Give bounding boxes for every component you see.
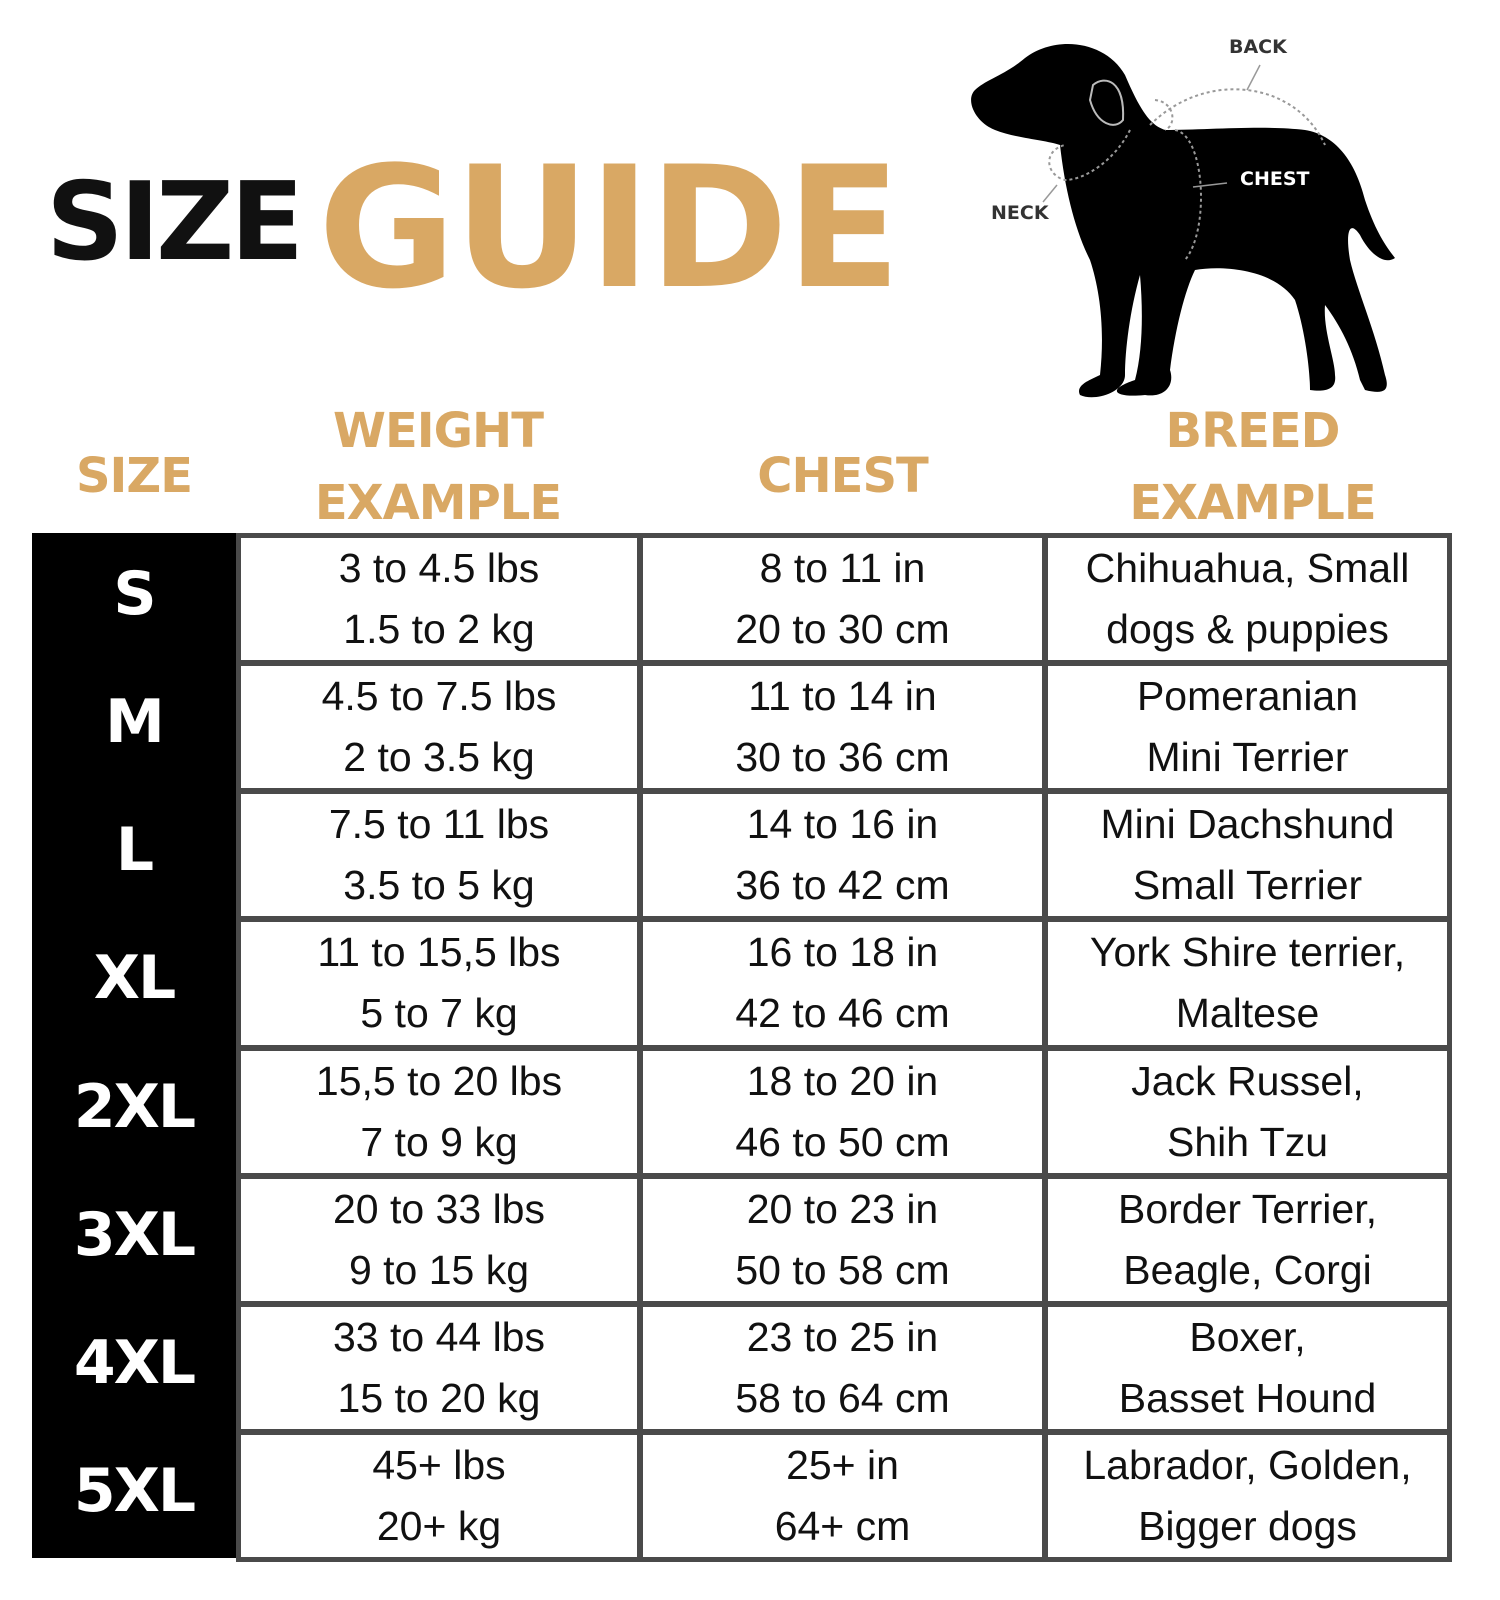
weight-cell: 45+ lbs 20+ kg: [236, 1429, 642, 1562]
breed-cell: Border Terrier, Beagle, Corgi: [1043, 1173, 1452, 1306]
chest-line: 20 to 30 cm: [735, 606, 950, 653]
size-label: S: [113, 559, 156, 630]
weight-line: 15 to 20 kg: [337, 1374, 541, 1421]
weight-line: 20+ kg: [376, 1502, 502, 1549]
chest-label: CHEST: [1240, 168, 1310, 190]
chest-line: 25+ in: [786, 1441, 899, 1488]
chest-cell: 11 to 14 in 30 to 36 cm: [638, 661, 1047, 794]
chest-line: 36 to 42 cm: [735, 862, 950, 909]
chest-line: 8 to 11 in: [759, 545, 926, 592]
breed-line: Mini Terrier: [1146, 734, 1349, 781]
weight-line: 15,5 to 20 lbs: [315, 1057, 563, 1104]
chest-line: 16 to 18 in: [746, 929, 939, 976]
breed-line: Bigger dogs: [1138, 1502, 1357, 1549]
weight-line: 3.5 to 5 kg: [343, 862, 535, 909]
header-weight-line2: EXAMPLE: [314, 475, 562, 531]
weight-cell: 20 to 33 lbs 9 to 15 kg: [236, 1173, 642, 1306]
title-guide: GUIDE: [318, 130, 901, 326]
header-weight-line1: WEIGHT: [333, 403, 544, 459]
chest-line: 42 to 46 cm: [735, 990, 950, 1037]
breed-line: Basset Hound: [1118, 1374, 1377, 1421]
chest-cell: 18 to 20 in 46 to 50 cm: [638, 1045, 1047, 1178]
size-label: M: [105, 687, 165, 758]
breed-line: Mini Dachshund: [1100, 801, 1395, 848]
chest-line: 50 to 58 cm: [735, 1246, 950, 1293]
size-label: 2XL: [73, 1071, 196, 1142]
breed-cell: Chihuahua, Small dogs & puppies: [1043, 533, 1452, 666]
header-chest: CHEST: [757, 448, 929, 504]
breed-line: Chihuahua, Small: [1085, 545, 1410, 592]
breed-line: dogs & puppies: [1106, 606, 1389, 653]
size-label: 4XL: [73, 1327, 196, 1398]
dog-measurement-diagram: BACK CHEST NECK: [965, 30, 1445, 410]
breed-cell: Boxer, Basset Hound: [1043, 1301, 1452, 1434]
breed-line: Beagle, Corgi: [1123, 1246, 1372, 1293]
chest-line: 20 to 23 in: [746, 1185, 939, 1232]
breed-line: Maltese: [1175, 990, 1320, 1037]
size-label: XL: [93, 943, 177, 1014]
size-column: [32, 533, 236, 1558]
breed-line: York Shire terrier,: [1089, 929, 1406, 976]
chest-cell: 23 to 25 in 58 to 64 cm: [638, 1301, 1047, 1434]
chest-cell: 8 to 11 in 20 to 30 cm: [638, 533, 1047, 666]
weight-line: 11 to 15,5 lbs: [317, 929, 561, 976]
header-breed-line1: BREED: [1165, 403, 1341, 459]
size-label: 5XL: [73, 1455, 196, 1526]
weight-line: 5 to 7 kg: [360, 990, 518, 1037]
weight-line: 20 to 33 lbs: [333, 1185, 545, 1232]
weight-line: 4.5 to 7.5 lbs: [321, 673, 557, 720]
header-weight: WEIGHT EXAMPLE: [236, 395, 640, 539]
breed-line: Boxer,: [1189, 1313, 1306, 1360]
title-size: SIZE: [46, 160, 304, 285]
breed-line: Shih Tzu: [1166, 1118, 1329, 1165]
breed-line: Small Terrier: [1132, 862, 1363, 909]
size-label: 3XL: [73, 1199, 196, 1270]
weight-cell: 3 to 4.5 lbs 1.5 to 2 kg: [236, 533, 642, 666]
neck-label: NECK: [991, 202, 1049, 224]
breed-line: Pomeranian: [1136, 673, 1359, 720]
weight-line: 1.5 to 2 kg: [343, 606, 535, 653]
chest-cell: 16 to 18 in 42 to 46 cm: [638, 917, 1047, 1050]
breed-line: Jack Russel,: [1131, 1057, 1364, 1104]
weight-cell: 4.5 to 7.5 lbs 2 to 3.5 kg: [236, 661, 642, 794]
chest-line: 58 to 64 cm: [735, 1374, 950, 1421]
weight-line: 2 to 3.5 kg: [343, 734, 535, 781]
weight-line: 3 to 4.5 lbs: [338, 545, 540, 592]
weight-line: 9 to 15 kg: [348, 1246, 530, 1293]
header-size: SIZE: [75, 448, 193, 504]
chest-line: 46 to 50 cm: [735, 1118, 950, 1165]
weight-cell: 15,5 to 20 lbs 7 to 9 kg: [236, 1045, 642, 1178]
weight-line: 33 to 44 lbs: [333, 1313, 545, 1360]
weight-cell: 33 to 44 lbs 15 to 20 kg: [236, 1301, 642, 1434]
weight-line: 7.5 to 11 lbs: [328, 801, 550, 848]
chest-line: 64+ cm: [774, 1502, 911, 1549]
weight-cell: 7.5 to 11 lbs 3.5 to 5 kg: [236, 789, 642, 922]
chest-cell: 25+ in 64+ cm: [638, 1429, 1047, 1562]
header-breed-line2: EXAMPLE: [1129, 475, 1376, 531]
weight-line: 7 to 9 kg: [360, 1118, 518, 1165]
dog-silhouette-icon: [971, 43, 1395, 398]
chest-line: 11 to 14 in: [748, 673, 937, 720]
chest-line: 30 to 36 cm: [735, 734, 950, 781]
breed-cell: York Shire terrier, Maltese: [1043, 917, 1452, 1050]
size-label: L: [115, 815, 154, 886]
chest-line: 23 to 25 in: [746, 1313, 939, 1360]
back-label: BACK: [1229, 36, 1287, 58]
chest-line: 18 to 20 in: [746, 1057, 939, 1104]
breed-cell: Labrador, Golden, Bigger dogs: [1043, 1429, 1452, 1562]
chest-line: 14 to 16 in: [746, 801, 939, 848]
size-table: S 3 to 4.5 lbs 1.5 to 2 kg 8 to 11 in 20 to …: [32, 533, 1452, 1562]
weight-line: 45+ lbs: [372, 1441, 506, 1488]
breed-cell: Jack Russel, Shih Tzu: [1043, 1045, 1452, 1178]
chest-cell: 20 to 23 in 50 to 58 cm: [638, 1173, 1047, 1306]
breed-line: Labrador, Golden,: [1083, 1441, 1412, 1488]
breed-cell: Mini Dachshund Small Terrier: [1043, 789, 1452, 922]
chest-cell: 14 to 16 in 36 to 42 cm: [638, 789, 1047, 922]
breed-line: Border Terrier,: [1117, 1185, 1377, 1232]
weight-cell: 11 to 15,5 lbs 5 to 7 kg: [236, 917, 642, 1050]
header-breed: BREED EXAMPLE: [1045, 395, 1460, 539]
breed-cell: Pomeranian Mini Terrier: [1043, 661, 1452, 794]
